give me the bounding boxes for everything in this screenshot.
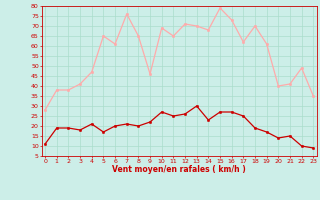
X-axis label: Vent moyen/en rafales ( km/h ): Vent moyen/en rafales ( km/h ) [112, 165, 246, 174]
